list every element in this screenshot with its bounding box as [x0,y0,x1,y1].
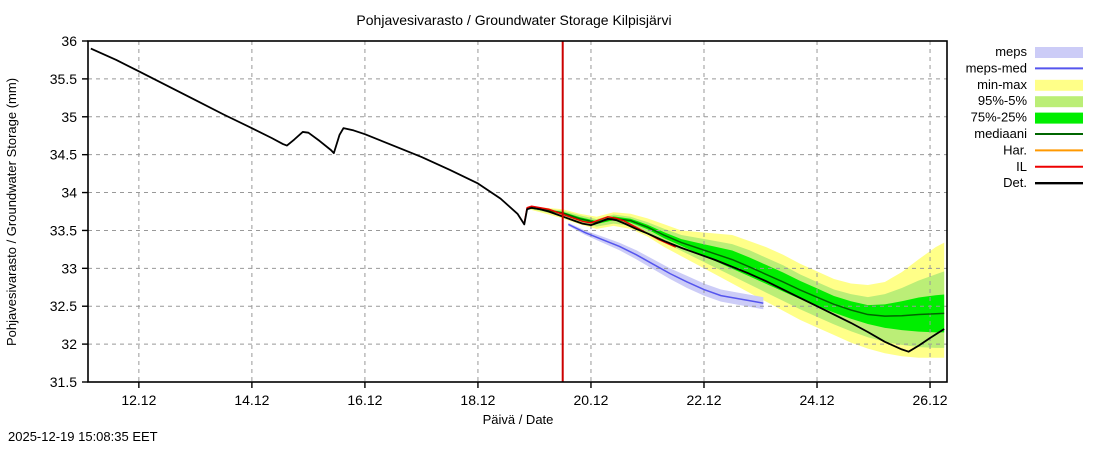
x-axis-label: Päivä / Date [483,412,554,427]
plot-background [88,41,947,382]
x-tick-label: 26.12 [913,392,948,408]
legend-label-meps-med: meps-med [966,60,1027,75]
y-tick-label: 31.5 [50,374,77,390]
y-tick-label: 35 [61,109,77,125]
x-tick-label: 22.12 [686,392,721,408]
line-det- [90,47,945,353]
y-tick-label: 33 [61,260,77,276]
x-tick-label: 20.12 [573,392,608,408]
legend-label-min-max: min-max [977,77,1027,92]
legend-swatch-95-5- [1035,96,1083,108]
y-tick-label: 34 [61,185,77,201]
legend-label-il: IL [1016,159,1027,174]
y-tick-label: 32.5 [50,298,77,314]
y-tick-label: 32 [61,336,77,352]
legend-label-75-25-: 75%-25% [971,110,1028,125]
plot-frame [87,40,948,383]
plot-border [87,40,948,383]
y-tick-label: 36 [61,33,77,49]
x-tick-label: 14.12 [234,392,269,408]
chart-title: Pohjavesivarasto / Groundwater Storage K… [356,12,671,28]
legend-swatch-min-max [1035,79,1083,91]
grid-lines [88,41,947,382]
x-tick-label: 12.12 [121,392,156,408]
ensemble-bands [528,206,945,358]
legend-label-har-: Har. [1003,142,1027,157]
legend-label-95-5-: 95%-5% [978,93,1028,108]
legend-swatch-75-25- [1035,112,1083,124]
x-tick-label: 16.12 [347,392,382,408]
y-tick-label: 34.5 [50,147,77,163]
generation-timestamp: 2025-12-19 15:08:35 EET [8,429,158,444]
x-tick-label: 18.12 [460,392,495,408]
legend-label-mediaani: mediaani [974,126,1027,141]
y-tick-label: 33.5 [50,222,77,238]
data-lines [90,47,945,353]
y-axis-label: Pohjavesivarasto / Groundwater Storage (… [4,78,19,346]
x-axis-ticks: 12.12 14.12 16.12 18.12 20.12 22.12 24.12 26.12 [121,382,948,408]
line-meps-med [568,223,764,304]
legend-label-meps: meps [995,44,1027,59]
legend-swatch-meps [1035,47,1083,58]
y-axis-ticks: 31.5 32 32.5 33 33.5 34 34.5 35 35.5 36 [50,33,88,390]
band-meps [568,222,764,310]
x-tick-label: 24.12 [799,392,834,408]
band-75-25- [528,207,945,333]
plot-area [88,41,947,382]
legend-label-det-: Det. [1003,175,1027,190]
y-tick-label: 35.5 [50,71,77,87]
